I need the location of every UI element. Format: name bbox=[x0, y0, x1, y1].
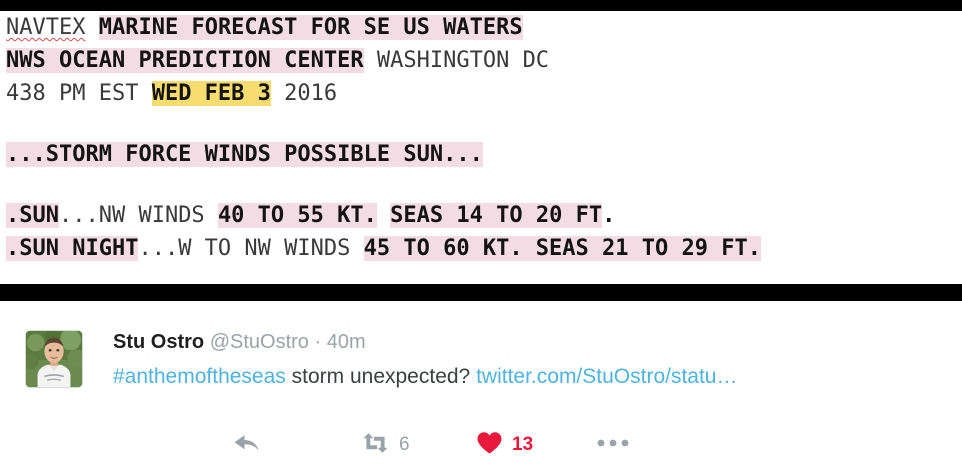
line-headline: ...STORM FORCE WINDS POSSIBLE SUN... bbox=[6, 138, 962, 171]
forecast-text-segment: 45 TO 60 KT. SEAS 21 TO 29 FT. bbox=[363, 236, 761, 261]
retweet-count: 6 bbox=[399, 434, 410, 455]
like-count: 13 bbox=[512, 434, 534, 455]
forecast-text-segment: 438 PM EST bbox=[6, 81, 152, 106]
line-office: NWS OCEAN PREDICTION CENTER WASHINGTON D… bbox=[6, 44, 962, 77]
tweet-card[interactable]: Stu Ostro @StuOstro · 40m #anthemofthese… bbox=[0, 301, 962, 468]
middle-black-divider-bar bbox=[0, 284, 962, 301]
line-issued: 438 PM EST WED FEB 3 2016 bbox=[6, 77, 962, 110]
forecast-text-segment: 2016 bbox=[270, 81, 338, 106]
tweet-author-name[interactable]: Stu Ostro bbox=[113, 331, 205, 353]
retweet-button[interactable]: 6 bbox=[361, 429, 410, 461]
tweet-timestamp[interactable]: 40m bbox=[326, 331, 366, 353]
forecast-text-segment: NWS OCEAN PREDICTION CENTER bbox=[6, 48, 364, 73]
forecast-text-segment bbox=[377, 203, 390, 228]
reply-icon bbox=[233, 432, 260, 459]
marine-forecast-text: NAVTEX MARINE FORECAST FOR SE US WATERS N… bbox=[6, 11, 962, 265]
tweet-header: Stu Ostro @StuOstro · 40m bbox=[113, 329, 942, 355]
forecast-text-segment bbox=[85, 15, 98, 40]
forecast-text-segment: ...STORM FORCE WINDS POSSIBLE SUN... bbox=[6, 142, 483, 167]
like-button[interactable]: 13 bbox=[476, 429, 533, 461]
line-blank-1 bbox=[6, 110, 962, 138]
tweet-separator-dot: · bbox=[314, 331, 322, 353]
forecast-text-segment: .SUN bbox=[6, 203, 59, 228]
line-sun: .SUN...NW WINDS 40 TO 55 KT. SEAS 14 TO … bbox=[6, 199, 962, 232]
tweet-body: Stu Ostro @StuOstro · 40m #anthemofthese… bbox=[113, 329, 942, 455]
forecast-text-segment: SEAS 14 TO 20 FT bbox=[390, 203, 603, 228]
tweet-text-body: storm unexpected? bbox=[285, 365, 477, 388]
forecast-text-segment: WASHINGTON DC bbox=[363, 48, 550, 73]
tweet-author-handle[interactable]: @StuOstro bbox=[209, 331, 309, 353]
tweet-hashtag[interactable]: #anthemoftheseas bbox=[113, 365, 286, 388]
line-sun-night: .SUN NIGHT...W TO NW WINDS 45 TO 60 KT. … bbox=[6, 232, 962, 265]
avatar-image bbox=[26, 331, 82, 387]
forecast-text-segment: .SUN NIGHT bbox=[6, 236, 139, 261]
retweet-icon bbox=[361, 432, 390, 459]
tweet-action-bar: 6 13 bbox=[226, 429, 656, 465]
more-dots-icon bbox=[596, 436, 630, 454]
forecast-text-segment: NAVTEX bbox=[6, 15, 86, 40]
forecast-text-segment: 40 TO 55 KT. bbox=[217, 203, 377, 228]
tweet-text: #anthemoftheseas storm unexpected? twitt… bbox=[113, 363, 942, 390]
forecast-text-segment: MARINE FORECAST FOR SE US WATERS bbox=[98, 15, 523, 40]
forecast-text-segment: . bbox=[602, 203, 616, 228]
top-black-bar bbox=[0, 0, 962, 11]
forecast-text-segment: ...NW WINDS bbox=[58, 203, 218, 228]
line-blank-2 bbox=[6, 171, 962, 199]
forecast-text-segment: ...W TO NW WINDS bbox=[138, 236, 364, 261]
more-actions-button[interactable] bbox=[596, 429, 639, 461]
avatar[interactable] bbox=[25, 330, 83, 388]
forecast-text-segment: WED FEB 3 bbox=[151, 81, 271, 106]
heart-icon bbox=[476, 431, 503, 460]
line-product-header: NAVTEX MARINE FORECAST FOR SE US WATERS bbox=[6, 11, 962, 44]
tweet-link[interactable]: twitter.com/StuOstro/statu… bbox=[476, 365, 738, 388]
reply-button[interactable] bbox=[233, 429, 269, 461]
